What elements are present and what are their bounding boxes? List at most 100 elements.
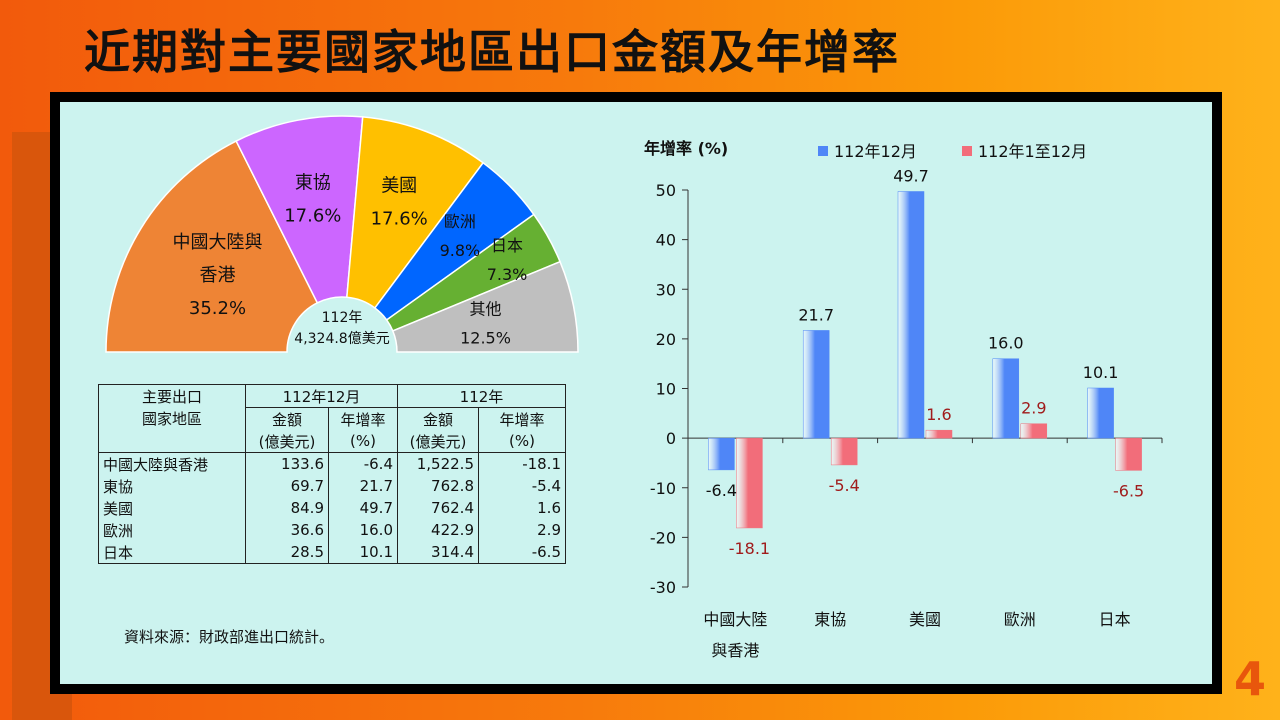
table-cell-amount2: 422.9 [397,519,479,541]
pie-slice [105,140,319,353]
x-category-label: 美國 [909,610,941,629]
pie-slice-pct: 17.6% [284,205,341,226]
page-number: 4 [1233,652,1266,706]
bar-value-label: 10.1 [1083,363,1119,382]
pie-slice-label: 其他 [470,299,502,318]
y-tick-label: 10 [656,380,676,399]
table-sub-growth2-line2: (%) [478,430,566,453]
pie-chart: 112年 4,324.8億美元 中國大陸與香港 35.2% 東協 17.6% 美國 17.… [105,115,579,353]
bar-dec [708,437,735,471]
y-tick-label: -10 [650,479,676,498]
x-category-label: 與香港 [711,641,759,660]
x-category-label: 日本 [1099,610,1131,629]
table-cell-amount2: 762.8 [397,475,479,497]
y-tick-label: 40 [656,231,676,250]
table-cell-amount2: 762.4 [397,497,479,519]
table-cell-growth2: -5.4 [478,475,566,497]
pie-slice-pct: 7.3% [487,265,528,284]
table-row-name: 日本 [98,541,246,564]
y-tick-label: 30 [656,280,676,299]
table-row-name: 東協 [98,475,246,497]
table-sub-amount2-line2: (億美元) [397,430,479,453]
x-category-label: 東協 [814,610,846,629]
table-cell-growth2: -6.5 [478,541,566,564]
bar-value-label: 1.6 [926,405,951,424]
table-cell-growth1: 10.1 [328,541,398,564]
bar-value-label: 16.0 [988,334,1024,353]
table-cell-amount1: 69.7 [245,475,329,497]
table-cell-amount1: 28.5 [245,541,329,564]
legend-label: 112年1至12月 [978,142,1087,161]
bar-dec [992,358,1020,439]
pie-slice-label: 美國 [381,176,417,197]
bar-annual [830,437,858,466]
pie-center-total: 4,324.8億美元 [294,331,389,347]
slide-title: 近期對主要國家地區出口金額及年增率 [84,25,900,79]
table-row-name: 中國大陸與香港 [98,452,246,475]
table-cell-amount1: 36.6 [245,519,329,541]
legend-swatch [962,146,972,156]
table-sub-growth1-line2: (%) [328,430,398,453]
pie-slice [235,115,364,304]
legend-swatch [818,146,828,156]
table-cell-growth1: 49.7 [328,497,398,519]
bar-dec [802,330,830,439]
table-header-country-line1: 主要出口 [98,384,246,408]
pie-slice-label: 香港 [199,265,235,286]
pie-slice-label: 東協 [295,172,331,193]
table-cell-growth1: 21.7 [328,475,398,497]
pie-slice [391,260,579,353]
export-table: 主要出口 112年12月 112年 國家地區 金額 年增率 金額 年增率 (億美… [98,384,566,564]
y-tick-label: -20 [650,528,676,547]
table-sub-amount1-line2: (億美元) [245,430,329,453]
y-tick-label: 20 [656,330,676,349]
bar-annual [1020,423,1048,439]
table-cell-amount1: 84.9 [245,497,329,519]
x-category-label: 歐洲 [1004,610,1036,629]
pie-slice-pct: 17.6% [371,209,428,230]
table-cell-amount1: 133.6 [245,452,329,475]
table-cell-amount2: 314.4 [397,541,479,564]
y-axis-label: 年增率 (%) [644,139,728,158]
pie-slice-label: 中國大陸與 [172,232,262,253]
bar-value-label: 21.7 [798,305,834,324]
legend-label: 112年12月 [834,142,917,161]
table-cell-amount2: 1,522.5 [397,452,479,475]
table-header-period2: 112年 [397,384,566,408]
bar-value-label: -6.5 [1113,481,1144,500]
pie-slice-pct: 35.2% [189,298,246,319]
bar-value-label: -5.4 [829,476,860,495]
table-row-name: 美國 [98,497,246,519]
table-cell-growth2: 1.6 [478,497,566,519]
bar-annual [736,437,763,529]
bar-value-label: -18.1 [729,539,770,558]
bar-dec [897,191,925,439]
pie-slice-label: 歐洲 [444,212,476,231]
bar-value-label: 49.7 [893,166,929,185]
table-sub-growth2-line1: 年增率 [478,407,566,430]
bar-value-label: -6.4 [706,481,737,500]
source-note: 資料來源：財政部進出口統計。 [124,628,335,646]
table-row-name: 歐洲 [98,519,246,541]
pie-slice-label: 日本 [491,236,523,255]
table-cell-growth1: 16.0 [328,519,398,541]
pie-slice-pct: 9.8% [440,241,481,260]
bar-annual [1115,437,1142,471]
y-tick-label: 50 [656,181,676,200]
y-tick-label: 0 [666,429,676,448]
table-cell-growth2: -18.1 [478,452,566,475]
bar-value-label: 2.9 [1021,399,1046,418]
table-header-country-line2: 國家地區 [98,407,246,430]
x-category-label: 中國大陸 [703,610,767,629]
table-sub-amount2-line1: 金額 [397,407,479,430]
table-sub-amount1-line1: 金額 [245,407,329,430]
table-sub-growth1-line1: 年增率 [328,407,398,430]
pie-slice [346,116,485,309]
table-cell-growth1: -6.4 [328,452,398,475]
table-cell-growth2: 2.9 [478,519,566,541]
table-header-period1: 112年12月 [245,384,398,408]
bar-dec [1087,387,1114,439]
pie-center-year: 112年 [322,310,363,326]
pie-slice-pct: 12.5% [460,328,511,347]
